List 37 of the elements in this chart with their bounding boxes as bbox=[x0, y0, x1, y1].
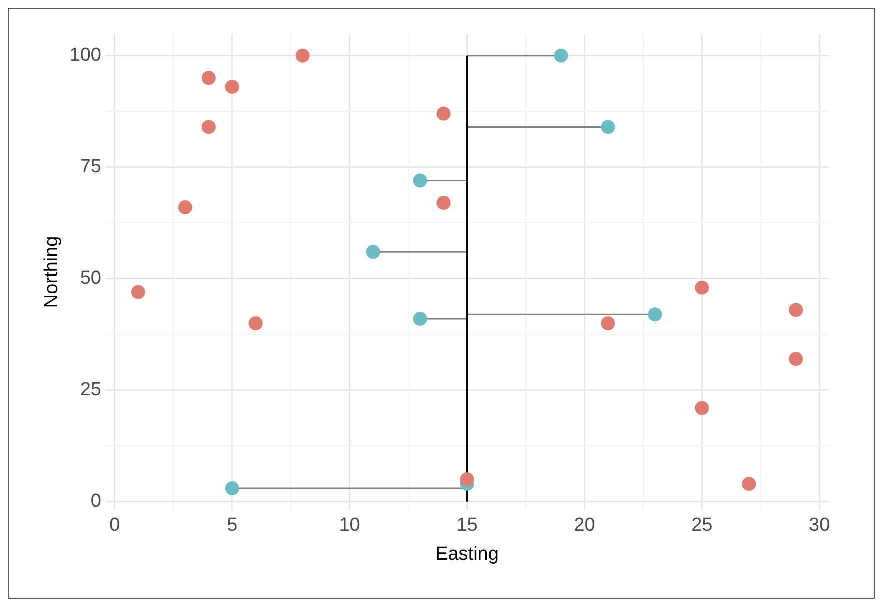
point bbox=[366, 245, 380, 260]
point bbox=[436, 106, 451, 121]
point bbox=[601, 316, 616, 330]
point bbox=[695, 280, 710, 295]
y-tick-label: 100 bbox=[70, 45, 102, 66]
point bbox=[554, 48, 568, 63]
x-tick-label: 15 bbox=[456, 515, 478, 536]
x-tick-label: 30 bbox=[809, 515, 830, 536]
y-tick-label: 75 bbox=[80, 156, 102, 178]
y-tick-label: 25 bbox=[80, 380, 102, 401]
point bbox=[436, 196, 451, 210]
y-tick-label: 0 bbox=[90, 491, 102, 512]
x-axis-title: Easting bbox=[436, 544, 499, 565]
point bbox=[225, 80, 240, 94]
point bbox=[202, 71, 216, 86]
point bbox=[601, 120, 616, 134]
point bbox=[648, 308, 662, 322]
point bbox=[460, 472, 474, 487]
point bbox=[789, 352, 804, 366]
point bbox=[225, 482, 240, 496]
point bbox=[178, 200, 192, 215]
point bbox=[296, 48, 310, 63]
point bbox=[695, 401, 710, 416]
point bbox=[789, 303, 804, 318]
x-tick-label: 5 bbox=[227, 515, 238, 536]
y-axis-title: Northing bbox=[42, 236, 63, 308]
x-tick-label: 0 bbox=[110, 515, 120, 536]
point bbox=[202, 120, 216, 134]
x-tick-label: 25 bbox=[692, 515, 713, 536]
x-tick-label: 20 bbox=[574, 515, 596, 536]
x-tick-label: 10 bbox=[339, 515, 360, 536]
point bbox=[248, 316, 263, 330]
point bbox=[131, 285, 146, 300]
point bbox=[413, 312, 428, 326]
point bbox=[413, 174, 428, 188]
point bbox=[742, 477, 756, 492]
y-tick-label: 50 bbox=[80, 268, 102, 290]
